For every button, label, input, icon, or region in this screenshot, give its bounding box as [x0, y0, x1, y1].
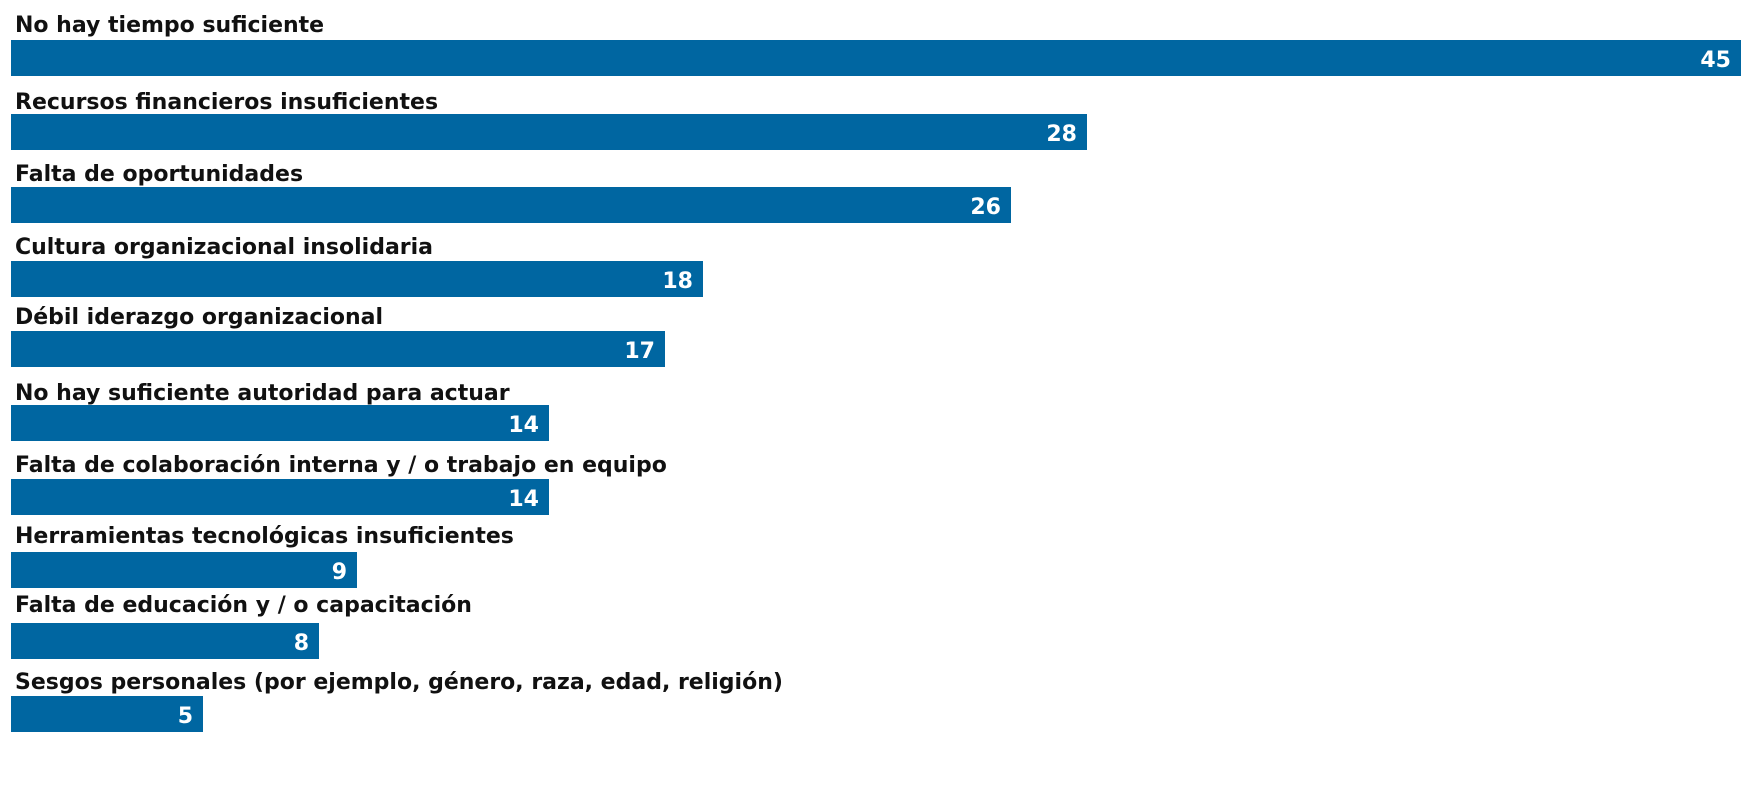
category-label: Recursos financieros insuficientes: [15, 90, 438, 115]
value-label: 9: [332, 560, 347, 585]
bar: [11, 623, 319, 659]
bar: [11, 331, 665, 367]
value-label: 14: [508, 487, 539, 512]
value-label: 17: [624, 339, 655, 364]
value-label: 28: [1046, 122, 1077, 147]
bar: [11, 552, 357, 588]
value-label: 8: [294, 631, 309, 656]
category-label: Falta de colaboración interna y / o trab…: [15, 453, 667, 478]
category-label: Sesgos personales (por ejemplo, género, …: [15, 670, 783, 695]
category-label: Falta de educación y / o capacitación: [15, 593, 472, 618]
bar: [11, 114, 1087, 150]
category-label: Cultura organizacional insolidaria: [15, 235, 433, 260]
bar: [11, 479, 549, 515]
category-label: No hay suficiente autoridad para actuar: [15, 381, 510, 406]
value-label: 14: [508, 413, 539, 438]
bar: [11, 261, 703, 297]
value-label: 26: [970, 195, 1001, 220]
value-label: 5: [178, 704, 193, 729]
category-label: Débil iderazgo organizacional: [15, 305, 383, 330]
bar: [11, 187, 1011, 223]
value-label: 18: [662, 269, 693, 294]
bar: [11, 696, 203, 732]
bar: [11, 40, 1741, 76]
category-label: Falta de oportunidades: [15, 162, 303, 187]
category-label: No hay tiempo suficiente: [15, 13, 324, 38]
bar: [11, 405, 549, 441]
category-label: Herramientas tecnológicas insuficientes: [15, 524, 514, 549]
value-label: 45: [1700, 48, 1731, 73]
